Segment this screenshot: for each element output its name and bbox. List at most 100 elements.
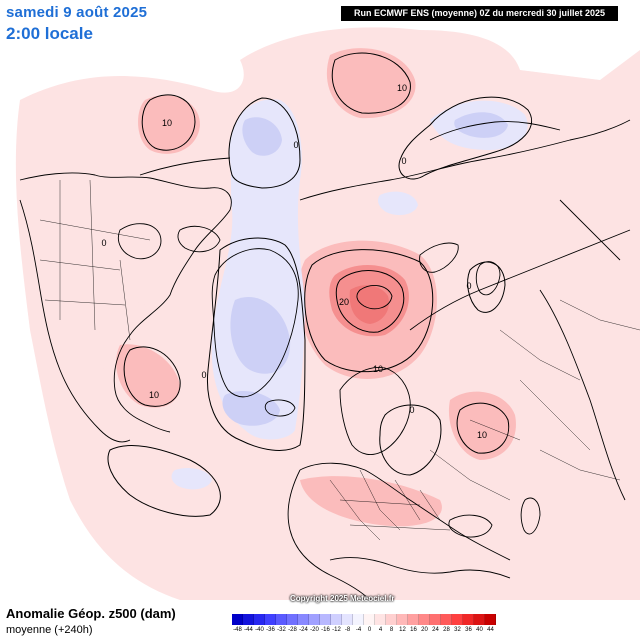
anomaly-positive-mid [300, 476, 442, 527]
color-scale [232, 614, 496, 625]
copyright: Copyright 2025 Meteociel.fr [290, 594, 395, 603]
anomaly-negative-mid [230, 296, 291, 374]
color-scale-tick: -20 [310, 627, 319, 633]
color-swatch [485, 614, 496, 625]
anomaly-positive-mid [326, 48, 416, 119]
contour-10 [335, 270, 405, 333]
contour-0 [206, 237, 306, 451]
contour-label: 10 [162, 118, 172, 128]
color-swatch [397, 614, 408, 625]
color-swatch [474, 614, 485, 625]
contour-label: 0 [101, 238, 106, 248]
contour-label: 20 [339, 297, 349, 307]
color-scale-tick: 12 [399, 627, 406, 633]
color-scale-tick: -28 [288, 627, 297, 633]
color-scale-tick: -40 [255, 627, 264, 633]
north-america-coast [19, 172, 232, 433]
color-scale-tick: -4 [355, 627, 362, 633]
black-sea [448, 514, 493, 538]
contour-0 [467, 261, 506, 313]
borders [39, 179, 640, 541]
anomaly-negative-mid [454, 112, 508, 138]
color-scale-tick: 24 [432, 627, 439, 633]
legend-subtitle: moyenne (+240h) [6, 624, 93, 636]
border-line [329, 419, 521, 541]
color-scale-ticks: -48 -44 -40 -36 -32 -28 -24 -20 -16 -12 -8 -4 0 4 8 12 1… [232, 627, 496, 633]
color-scale-tick: -48 [233, 627, 242, 633]
color-swatch [463, 614, 474, 625]
contour-label: 0 [466, 281, 471, 291]
color-scale-tick: 4 [378, 627, 383, 633]
color-swatch [364, 614, 375, 625]
contour-0 [379, 404, 442, 476]
contour-label: 10 [373, 364, 383, 374]
asia-interior [539, 199, 626, 501]
color-swatch [298, 614, 309, 625]
contour-label: 0 [201, 370, 206, 380]
color-swatch [353, 614, 364, 625]
svalbard [356, 285, 393, 310]
mediterranean [329, 557, 511, 579]
color-swatch [320, 614, 331, 625]
color-swatch [430, 614, 441, 625]
contour-label: 10 [149, 390, 159, 400]
anomaly-negative-mid [222, 390, 280, 426]
color-swatch [287, 614, 298, 625]
color-swatch [386, 614, 397, 625]
color-scale-tick: 32 [454, 627, 461, 633]
color-scale-tick: 8 [389, 627, 394, 633]
color-swatch [243, 614, 254, 625]
contour-10 [141, 94, 196, 151]
coastlines [19, 119, 631, 600]
contour-label-group: 10 10 0 0 0 0 20 10 0 10 10 0 [101, 83, 487, 440]
anomaly-positive-strong [349, 285, 389, 324]
color-scale-tick: -12 [332, 627, 341, 633]
lake-outline [475, 261, 501, 296]
color-swatch [419, 614, 430, 625]
color-swatch [375, 614, 386, 625]
anomaly-shading [15, 27, 640, 600]
color-swatch [441, 614, 452, 625]
color-scale-tick: 36 [465, 627, 472, 633]
run-info: Run ECMWF ENS (moyenne) 0Z du mercredi 3… [341, 6, 618, 21]
contour-label: 0 [293, 140, 298, 150]
north-america-coast [19, 199, 131, 443]
europe-coast [287, 462, 511, 600]
hudson-bay [117, 223, 162, 260]
color-scale-tick: -36 [266, 627, 275, 633]
alaska-chukotka [139, 121, 561, 176]
color-scale-tick: 44 [487, 627, 494, 633]
color-swatch [232, 614, 243, 625]
anomaly-negative-light [378, 191, 418, 216]
color-scale-tick: -24 [299, 627, 308, 633]
novaya-zemlya [419, 242, 459, 273]
anomaly-positive-mid [116, 344, 180, 408]
anomaly-positive-mid [138, 95, 200, 154]
color-swatch [265, 614, 276, 625]
color-swatch [309, 614, 320, 625]
border-line [499, 299, 640, 481]
color-swatch [408, 614, 419, 625]
contour-10 [456, 402, 510, 454]
greenland [211, 248, 299, 398]
caspian-sea [520, 497, 541, 535]
color-scale-tick: -8 [344, 627, 351, 633]
anomaly-map: 10 10 0 0 0 0 20 10 0 10 10 0 [15, 27, 640, 600]
contour-0 [398, 96, 533, 180]
contour-0 [228, 97, 301, 189]
color-scale-tick: -44 [244, 627, 253, 633]
siberia-coast [299, 119, 631, 201]
color-scale-tick: 20 [421, 627, 428, 633]
contour-label: 10 [477, 430, 487, 440]
forecast-time: 2:00 locale [6, 24, 93, 43]
color-scale-tick: 16 [410, 627, 417, 633]
scandinavia [339, 367, 411, 456]
color-scale-tick: -16 [321, 627, 330, 633]
contour-label: 0 [409, 405, 414, 415]
border-line [39, 179, 151, 341]
contour-0 [107, 444, 221, 517]
color-swatch [276, 614, 287, 625]
contour-10 [123, 346, 181, 407]
color-swatch [452, 614, 463, 625]
